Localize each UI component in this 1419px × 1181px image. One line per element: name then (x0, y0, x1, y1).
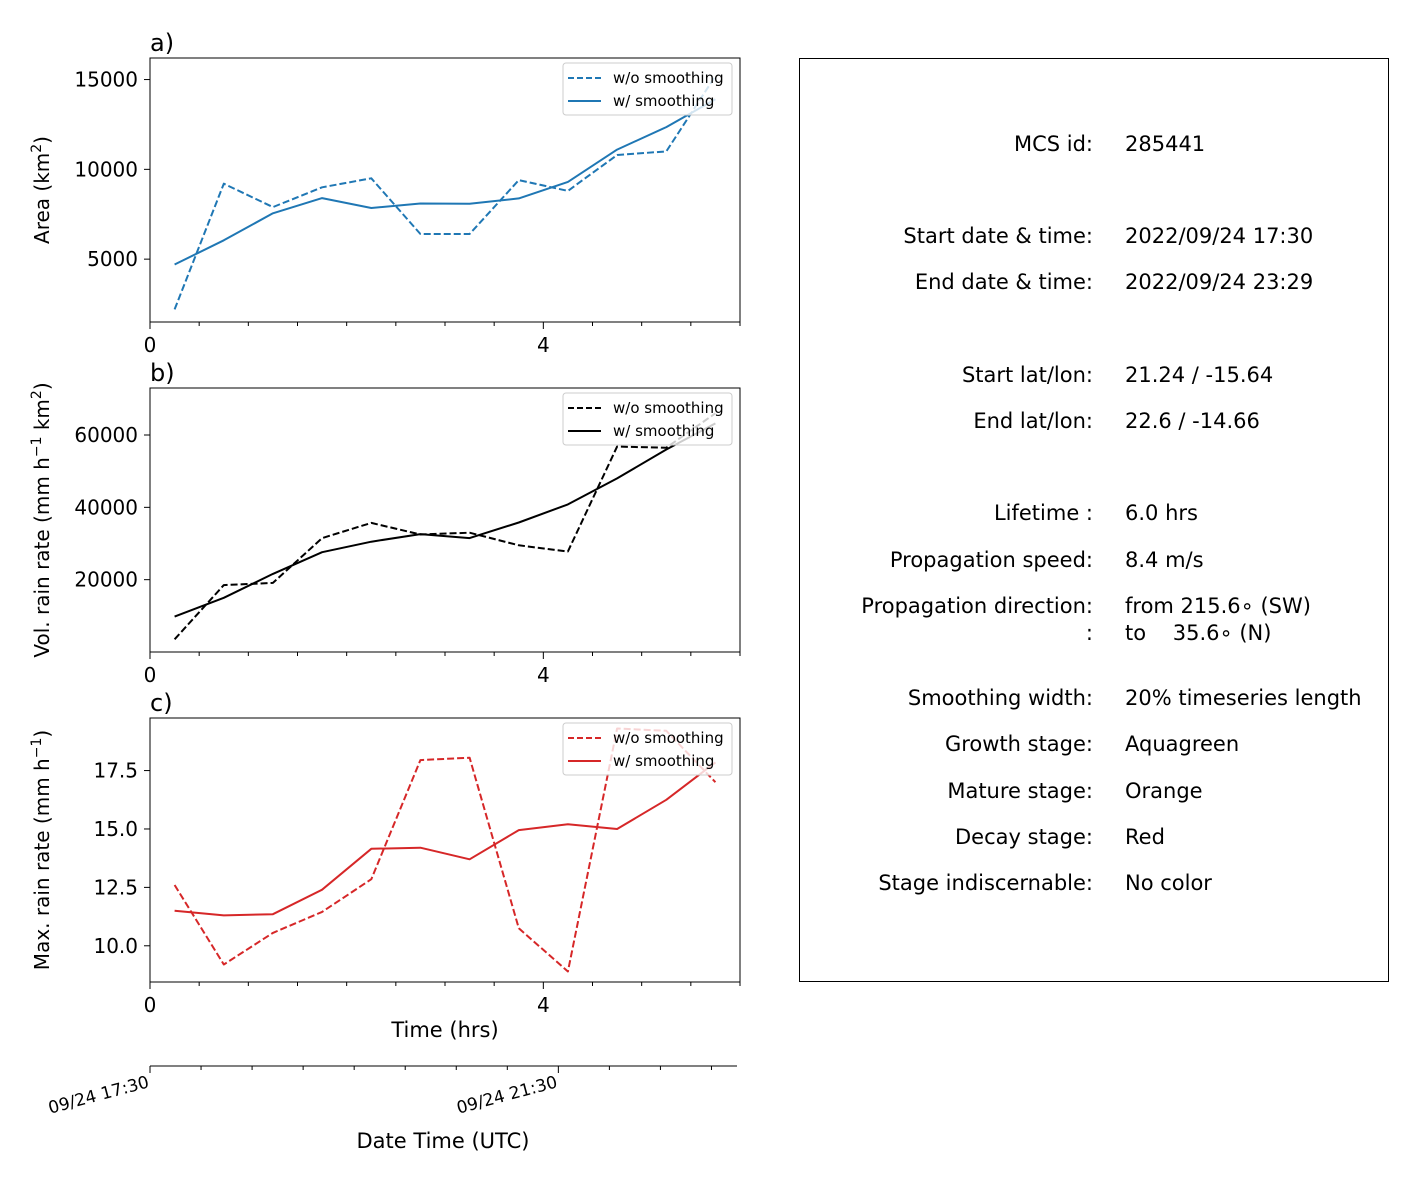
info-label-growth-stage: Growth stage: (944, 732, 1093, 756)
x-axis-label: Time (hrs) (390, 1018, 498, 1042)
info-label-propagation-speed: Propagation speed: (889, 548, 1093, 572)
x-tick-label: 4 (537, 333, 550, 357)
series-line-without-smoothing (173, 75, 717, 310)
info-value-end-time: 2022/09/24 23:29 (1125, 270, 1314, 294)
info-label-start-latlon: Start lat/lon: (961, 363, 1093, 387)
y-tick-label: 5000 (87, 247, 138, 271)
legend-label: w/ smoothing (613, 92, 714, 110)
info-value-decay-stage: Red (1125, 825, 1165, 849)
series-line-without-smoothing (173, 412, 716, 640)
x-tick-label: 0 (144, 663, 157, 687)
x-tick-label: 4 (537, 993, 550, 1017)
info-value-end-latlon: 22.6 / -14.66 (1125, 409, 1260, 433)
info-value-start-latlon: 21.24 / -15.64 (1125, 363, 1274, 387)
y-axis-label-text: Area (km (30, 153, 54, 244)
datetime-tick-label: 09/24 17:30 (46, 1073, 151, 1119)
info-label-start-time: Start date & time: (903, 224, 1093, 248)
info-value-mature-stage: Orange (1125, 779, 1203, 803)
datetime-axis: 09/24 17:30 09/24 21:30 Date Time (UTC) (46, 1065, 737, 1153)
y-tick-label: 12.5 (93, 875, 138, 899)
legend-box (562, 722, 733, 776)
y-axis-label-text: Max. rain rate (mm h (30, 758, 54, 970)
info-label-end-time: End date & time: (914, 270, 1093, 294)
legend-box (562, 392, 733, 446)
series-line-with-smoothing (174, 422, 716, 618)
info-label-mcs-id: MCS id: (1013, 132, 1093, 156)
y-axis-label-sup: 2 (29, 144, 45, 153)
y-tick-label: 60000 (74, 423, 138, 447)
axes-frame (149, 57, 741, 323)
y-tick-label: 15000 (74, 68, 138, 92)
y-axis-label-sup: −1 (29, 738, 45, 759)
y-tick-label: 40000 (74, 495, 138, 519)
y-axis-label-sup: −1 (29, 437, 45, 458)
legend-label: w/o smoothing (613, 399, 724, 417)
legend-label: w/o smoothing (613, 729, 724, 747)
x-tick-label: 4 (537, 663, 550, 687)
y-axis-label-sup2: 2 (29, 390, 45, 399)
info-label-propagation-direction: Propagation direction: (861, 594, 1093, 618)
info-value-propagation-speed: 8.4 m/s (1125, 548, 1204, 572)
info-label-end-latlon: End lat/lon: (973, 409, 1093, 433)
info-value-growth-stage: Aquagreen (1125, 732, 1240, 756)
info-value-propagation-from: from 215.6∘ (SW) (1125, 594, 1311, 618)
axes-frame (149, 717, 741, 983)
series-line-with-smoothing (174, 98, 716, 266)
y-axis-label: Area (km2) (29, 136, 54, 244)
panel-label: b) (150, 359, 175, 387)
y-tick-label: 10.0 (93, 934, 138, 958)
info-value-propagation-to: to 35.6∘ (N) (1125, 621, 1272, 645)
panel-c: c) 10.0 12.5 15.0 17.5 Max. rain rate (mm h−1… (29, 689, 741, 1017)
axes-frame (149, 387, 741, 653)
datetime-axis-label: Date Time (UTC) (357, 1129, 530, 1153)
info-label-mature-stage: Mature stage: (947, 779, 1093, 803)
legend-label: w/ smoothing (613, 752, 714, 770)
panel-a: a) 5000 10000 15000 Area (km2) 0 4 w/o smoothin… (29, 29, 741, 357)
y-tick-label: 15.0 (93, 817, 138, 841)
y-axis-label-tail: ) (30, 382, 54, 390)
panel-label: c) (150, 689, 173, 717)
x-tick-label: 0 (144, 993, 157, 1017)
y-axis-label-text: Vol. rain rate (mm h (30, 457, 54, 658)
y-tick-label: 20000 (74, 568, 138, 592)
info-value-stage-indiscernable: No color (1125, 871, 1212, 895)
panel-label: a) (150, 29, 174, 57)
y-axis-label-text-mid: km (30, 399, 54, 436)
panel-b: b) 20000 40000 60000 Vol. rain rate (mm h−1 … (29, 359, 741, 687)
y-tick-label: 10000 (74, 157, 138, 181)
datetime-tick-label: 09/24 21:30 (455, 1073, 560, 1119)
legend-label: w/o smoothing (613, 69, 724, 87)
y-axis-label-tail: ) (30, 136, 54, 144)
info-label-smoothing-width: Smoothing width: (907, 686, 1093, 710)
info-value-lifetime: 6.0 hrs (1125, 501, 1198, 525)
legend-label: w/ smoothing (613, 422, 714, 440)
y-axis-label: Max. rain rate (mm h−1) (29, 730, 54, 970)
mcs-info-panel: MCS id: 285441 Start date & time: 2022/0… (799, 58, 1389, 982)
series-line-with-smoothing (174, 761, 717, 917)
y-axis-label: Vol. rain rate (mm h−1 km2) (29, 382, 54, 657)
info-label-propagation-direction-cont: : (1085, 621, 1093, 645)
y-tick-label: 17.5 (93, 759, 138, 783)
info-label-decay-stage: Decay stage: (955, 825, 1093, 849)
info-value-start-time: 2022/09/24 17:30 (1125, 224, 1314, 248)
legend-box (562, 62, 733, 116)
info-value-mcs-id: 285441 (1125, 132, 1206, 156)
info-label-lifetime: Lifetime : (993, 501, 1093, 525)
x-tick-label: 0 (144, 333, 157, 357)
info-label-stage-indiscernable: Stage indiscernable: (878, 871, 1093, 895)
y-axis-label-tail: ) (30, 730, 54, 738)
info-value-smoothing-width: 20% timeseries length (1125, 686, 1362, 710)
